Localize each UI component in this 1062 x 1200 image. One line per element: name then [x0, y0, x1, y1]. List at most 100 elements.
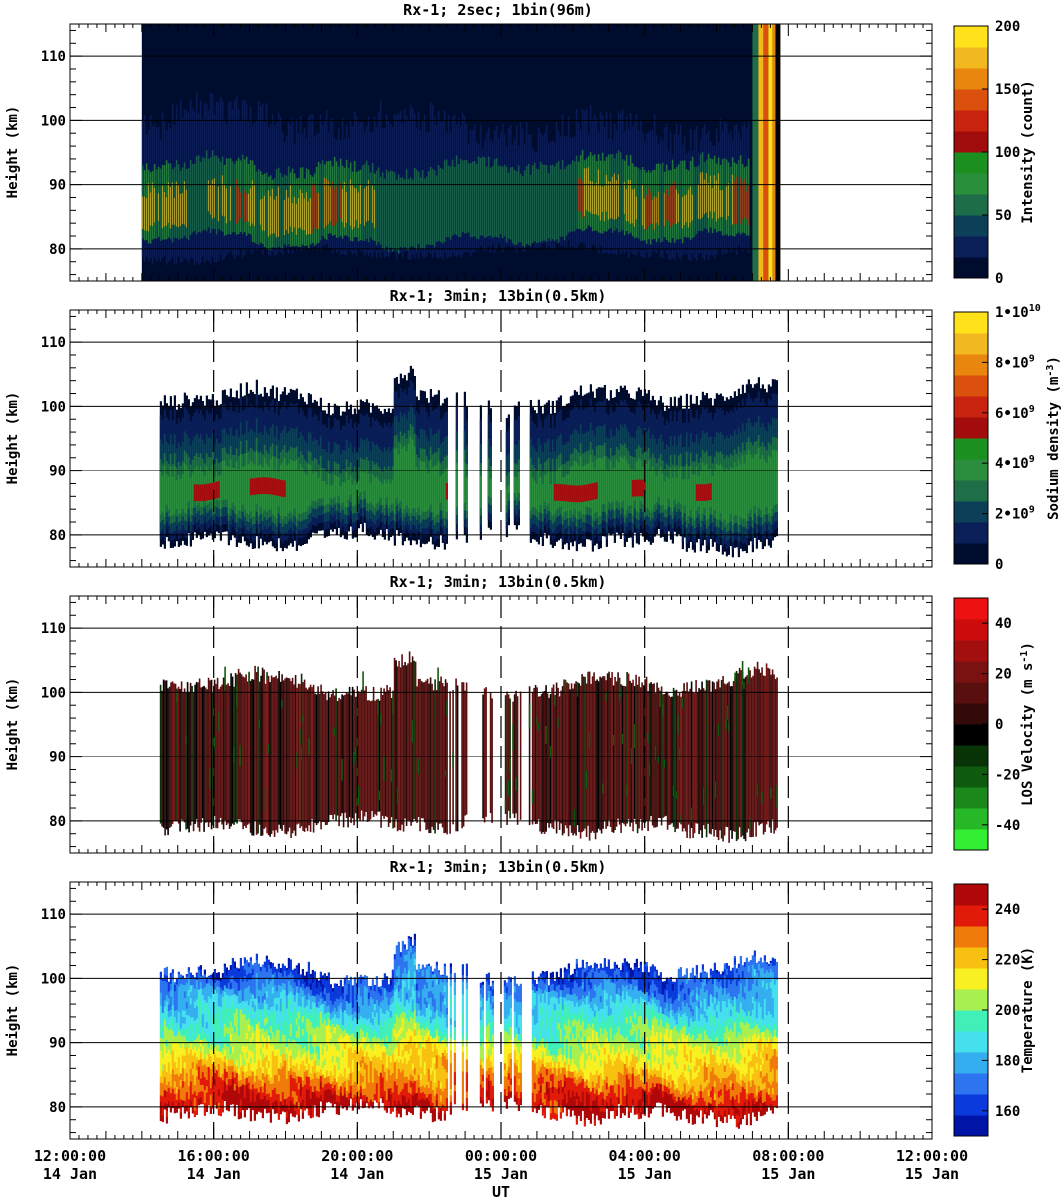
temperature-cell	[273, 1068, 276, 1076]
temperature-cell	[239, 1111, 242, 1119]
temperature-cell	[199, 981, 202, 989]
temperature-cell	[223, 1094, 226, 1102]
temperature-cell	[241, 1058, 244, 1066]
velocity-speck	[681, 698, 684, 709]
velocity-column	[381, 694, 384, 816]
density-band	[713, 469, 716, 511]
density-band	[419, 461, 422, 516]
intensity-peak	[285, 190, 288, 231]
temperature-cell	[247, 1017, 250, 1025]
density-band	[321, 481, 324, 499]
density-band	[711, 476, 714, 515]
intensity-core	[413, 167, 416, 248]
velocity-speck	[536, 717, 538, 724]
intensity-core	[493, 159, 496, 237]
temperature-cell	[237, 996, 240, 1004]
temperature-cell	[175, 1016, 178, 1023]
density-band	[671, 477, 674, 512]
temperature-cell	[253, 998, 256, 1006]
temperature-cell	[223, 1074, 226, 1082]
temperature-cell	[215, 1082, 218, 1090]
temperature-cell	[251, 1077, 254, 1085]
temperature-cell	[215, 1056, 218, 1064]
temperature-cell	[235, 982, 238, 990]
temperature-cell	[279, 998, 282, 1006]
temperature-cell	[259, 1022, 262, 1030]
temperature-cell	[285, 1059, 288, 1067]
velocity-column	[243, 677, 246, 826]
temperature-cell	[163, 987, 166, 994]
temperature-cell	[261, 995, 264, 1003]
temperature-cell	[267, 1105, 270, 1113]
temperature-cell	[257, 1027, 260, 1035]
velocity-column	[723, 683, 726, 836]
temperature-cell	[233, 1051, 236, 1059]
intensity-peak	[595, 182, 598, 215]
temperature-cell	[171, 1082, 174, 1089]
intensity-peak	[367, 180, 370, 221]
intensity-core	[695, 166, 698, 235]
temperature-cell	[261, 1015, 264, 1022]
colorbar-swatch	[954, 501, 988, 523]
intensity-core	[465, 159, 468, 234]
temperature-cell	[175, 1009, 178, 1017]
density-band	[767, 455, 770, 514]
density-band	[505, 488, 508, 506]
temperature-cell	[255, 1049, 258, 1057]
temperature-cell	[207, 1040, 210, 1048]
density-band	[685, 464, 688, 520]
temperature-cell	[237, 1099, 240, 1107]
intensity-peak	[175, 181, 178, 227]
temperature-cell	[201, 1013, 204, 1021]
temperature-cell	[165, 1058, 168, 1066]
temperature-cell	[243, 1027, 246, 1034]
velocity-column	[272, 677, 274, 831]
density-band	[723, 471, 726, 520]
temperature-cell	[237, 1003, 240, 1011]
temperature-cell	[249, 1024, 252, 1032]
velocity-column	[251, 679, 253, 836]
velocity-column	[624, 686, 627, 827]
temperature-cell	[261, 1111, 264, 1119]
temperature-cell	[269, 1090, 272, 1098]
temperature-cell	[257, 995, 260, 1003]
temperature-cell	[245, 1032, 248, 1040]
temperature-cell	[263, 986, 266, 994]
intensity-peak	[167, 182, 170, 223]
velocity-column	[350, 695, 352, 823]
intensity-core	[377, 167, 380, 243]
temperature-cell	[169, 1105, 172, 1113]
temperature-cell	[177, 1011, 180, 1019]
velocity-column	[161, 690, 163, 827]
temperature-cell	[199, 1058, 202, 1066]
temperature-cell	[209, 974, 212, 980]
temperature-cell	[245, 1090, 248, 1098]
density-band	[725, 467, 728, 525]
velocity-column	[677, 695, 679, 829]
temperature-cell	[241, 1064, 244, 1072]
temperature-cell	[169, 1028, 172, 1036]
temperature-cell	[239, 1015, 242, 1023]
density-band	[399, 444, 402, 501]
velocity-column	[726, 683, 729, 828]
temperature-cell	[273, 1087, 276, 1095]
temperature-cell	[189, 1094, 192, 1101]
temperature-cell	[201, 1078, 204, 1086]
density-band	[663, 481, 666, 510]
temperature-cell	[247, 966, 250, 974]
density-band	[335, 476, 338, 503]
temperature-cell	[235, 1091, 238, 1099]
intensity-peak	[311, 183, 314, 234]
temperature-cell	[181, 1087, 184, 1095]
temperature-cell	[209, 985, 212, 992]
temperature-cell	[175, 1105, 178, 1113]
temperature-cell	[251, 1084, 254, 1091]
temperature-cell	[243, 1091, 246, 1099]
temperature-cell	[277, 1003, 280, 1011]
velocity-column	[755, 668, 757, 837]
temperature-cell	[193, 1071, 196, 1079]
velocity-column	[393, 657, 396, 828]
intensity-peak	[741, 183, 744, 221]
temperature-cell	[181, 977, 184, 985]
